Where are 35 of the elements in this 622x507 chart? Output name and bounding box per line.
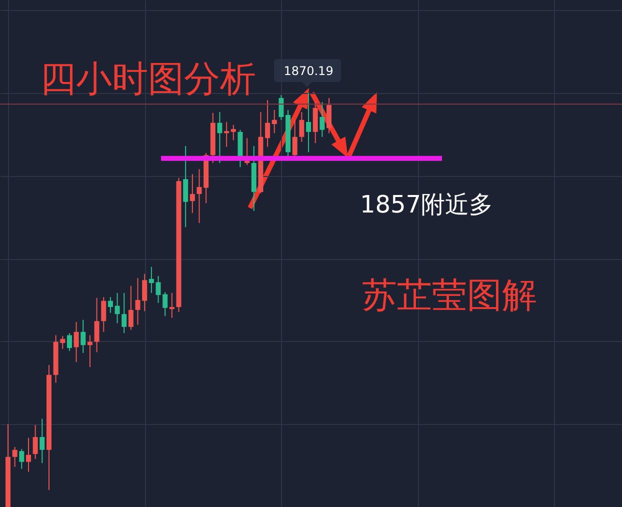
annotation: 1870.19 xyxy=(284,64,334,78)
candlestick xyxy=(326,97,332,134)
candlestick xyxy=(19,448,24,470)
ref-line-label: 1857附近多 xyxy=(360,190,494,218)
candlestick xyxy=(265,100,270,148)
candlestick xyxy=(26,437,31,472)
candlestick xyxy=(12,446,18,468)
candlestick xyxy=(94,297,100,353)
candlestick xyxy=(169,292,174,318)
candlestick xyxy=(217,112,222,164)
candlestick xyxy=(224,121,230,148)
candlestick xyxy=(32,424,38,460)
candlestick xyxy=(278,94,284,120)
candlestick xyxy=(74,321,79,363)
candlestick xyxy=(108,296,113,314)
candlestick xyxy=(190,174,195,214)
candlestick xyxy=(230,124,236,141)
candlestick xyxy=(292,119,298,158)
candlestick xyxy=(114,292,120,324)
candlestick xyxy=(272,109,277,134)
text: 苏芷莹图解 xyxy=(362,276,537,316)
candlestick xyxy=(320,102,325,138)
candlestick xyxy=(80,319,86,354)
candlestick xyxy=(196,168,202,224)
candlestick xyxy=(40,418,45,464)
candlestick xyxy=(299,112,304,142)
candlestick xyxy=(87,334,92,368)
candlestick xyxy=(306,92,312,153)
candlestick xyxy=(66,332,72,352)
chart-title: 四小时图分析 xyxy=(40,59,256,100)
candlestick xyxy=(148,266,154,294)
candlestick xyxy=(101,296,106,332)
candlestick xyxy=(128,285,134,330)
candlestick xyxy=(122,292,127,334)
candlestick xyxy=(183,145,188,228)
